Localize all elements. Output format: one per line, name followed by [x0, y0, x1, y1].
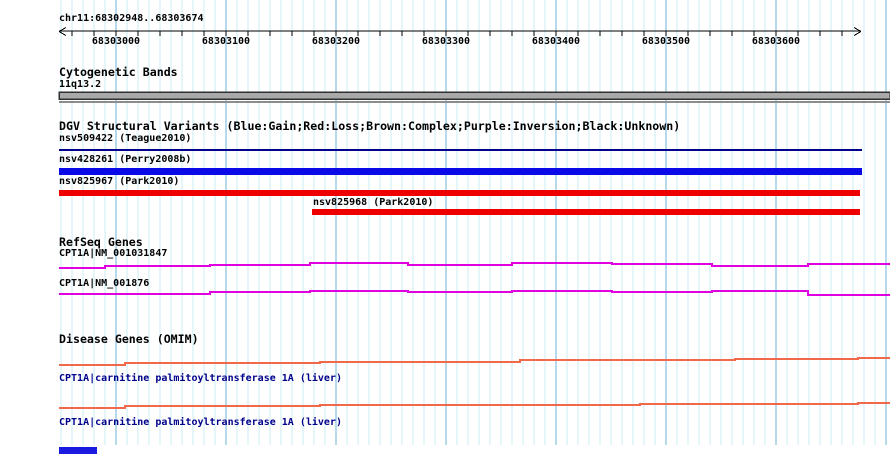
omim-gene-label[interactable]: CPT1A|carnitine palmitoyltransferase 1A …	[59, 373, 342, 384]
section-header-cytogenetic-bands: Cytogenetic Bands	[59, 65, 178, 79]
refseq-gene-label[interactable]: CPT1A|NM_001031847	[59, 248, 168, 259]
variant-label[interactable]: nsv428261 (Perry2008b)	[59, 154, 192, 165]
section-header-disease-genes-omim: Disease Genes (OMIM)	[59, 332, 199, 346]
axis-right-arrow-icon	[853, 27, 862, 36]
ruler-tick-label: 68303300	[421, 36, 471, 47]
cytoband-subline	[59, 101, 890, 103]
variant-label[interactable]: nsv509422 (Teague2010)	[59, 133, 192, 144]
refseq-gene-label[interactable]: CPT1A|NM_001876	[59, 278, 150, 289]
variant-bar[interactable]	[59, 149, 862, 151]
variant-label[interactable]: nsv825967 (Park2010)	[59, 176, 180, 187]
omim-gene-line[interactable]	[59, 402, 890, 409]
refseq-gene-line[interactable]	[59, 262, 890, 269]
ruler-tick-label: 68303200	[311, 36, 361, 47]
omim-gene-label[interactable]: CPT1A|carnitine palmitoyltransferase 1A …	[59, 417, 342, 428]
ruler-tick-label: 68303000	[91, 36, 141, 47]
refseq-gene-line[interactable]	[59, 290, 890, 296]
cytoband-bar	[58, 91, 890, 100]
variant-bar[interactable]	[59, 168, 862, 175]
cytoband-label[interactable]: 11q13.2	[59, 79, 102, 90]
region-title: chr11:68302948..68303674	[59, 13, 204, 24]
clipped-feature-bar[interactable]	[59, 447, 97, 454]
variant-label[interactable]: nsv825968 (Park2010)	[313, 197, 434, 208]
variant-bar[interactable]	[312, 209, 860, 215]
variant-bar[interactable]	[59, 190, 860, 196]
ruler-tick-label: 68303400	[531, 36, 581, 47]
axis-left-arrow-icon	[58, 27, 67, 36]
ruler-tick-label: 68303500	[641, 36, 691, 47]
ruler-tick-label: 68303100	[201, 36, 251, 47]
section-header-dgv-variants: DGV Structural Variants (Blue:Gain;Red:L…	[59, 119, 681, 133]
ruler-tick-label: 68303600	[751, 36, 801, 47]
omim-gene-line[interactable]	[59, 357, 890, 366]
section-header-refseq-genes: RefSeq Genes	[59, 235, 143, 249]
